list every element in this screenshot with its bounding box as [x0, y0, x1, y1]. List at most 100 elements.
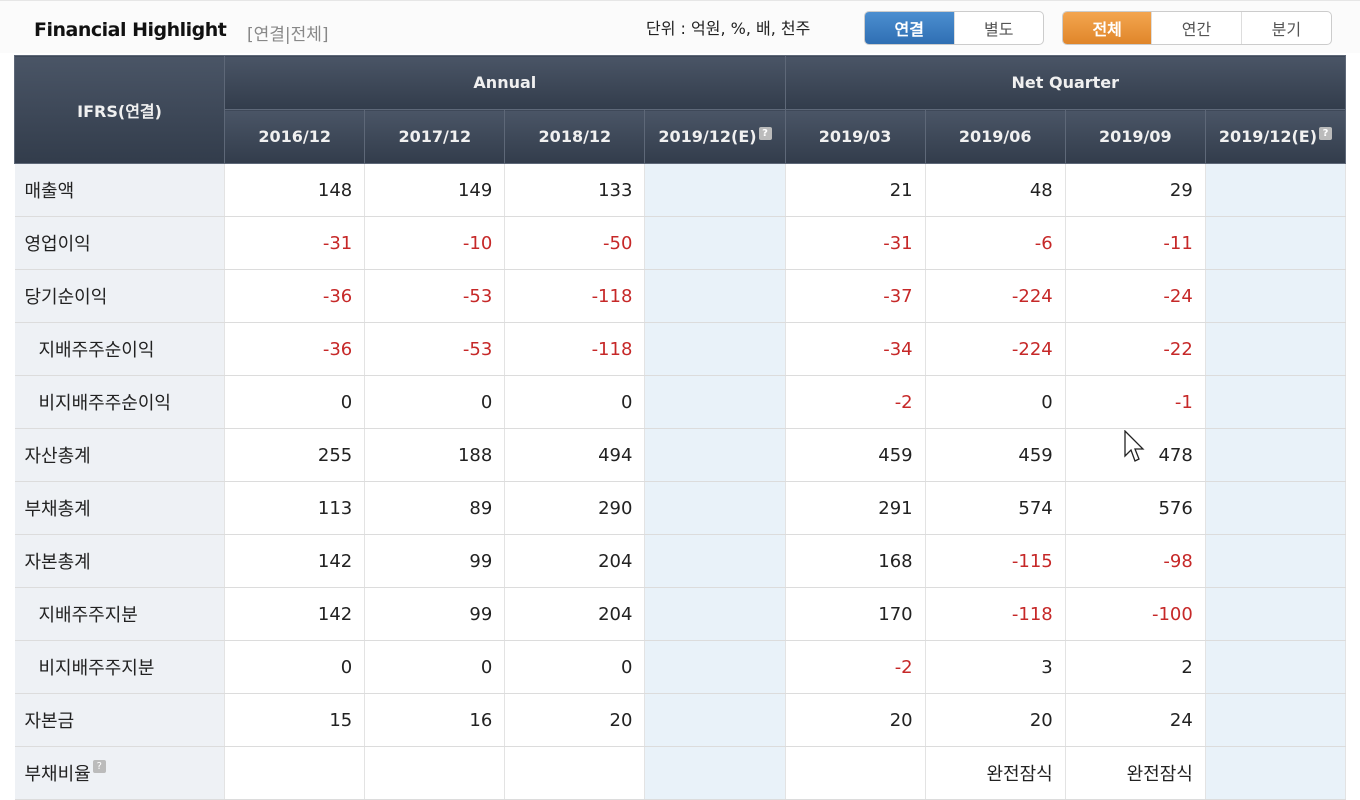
corner-header: IFRS(연결): [13, 55, 226, 164]
table-cell: 168: [785, 534, 926, 588]
annual-button[interactable]: 연간: [1151, 12, 1240, 44]
table-cell: 148: [224, 163, 366, 217]
table-cell: [644, 534, 786, 588]
group-header-annual: Annual: [224, 55, 786, 110]
table-cell: 459: [785, 428, 926, 482]
table-cell: [1205, 322, 1347, 376]
table-cell: 완전잠식: [925, 746, 1066, 800]
row-label-text: 자본총계: [24, 552, 91, 573]
row-label: 당기순이익: [14, 269, 226, 323]
table-cell: [644, 693, 786, 747]
column-header-label: 2019/12(E): [1218, 127, 1318, 146]
table-cell: 574: [925, 481, 1066, 535]
table-cell: [1205, 216, 1347, 270]
table-cell: -100: [1065, 587, 1206, 641]
section-header: Financial Highlight [연결|전체] 단위 : 억원, %, …: [0, 0, 1360, 53]
table-cell: -118: [504, 269, 646, 323]
group-header-quarter: Net Quarter: [784, 55, 1347, 110]
table-cell: 204: [504, 534, 646, 588]
row-label-text: 부채비율: [24, 764, 91, 785]
table-cell: [1205, 163, 1347, 217]
table-cell: [644, 322, 786, 376]
row-label: 지배주주지분: [14, 587, 226, 641]
period-toggle: 전체 연간 분기: [1062, 11, 1332, 45]
table-cell: 99: [364, 534, 506, 588]
table-cell: -6: [925, 216, 1066, 270]
table-cell: [644, 375, 786, 429]
table-cell: -1: [1065, 375, 1206, 429]
table-cell: -2: [785, 640, 926, 694]
table-row: 지배주주순이익 -36 -53 -118 -34 -224 -22: [14, 322, 1347, 376]
column-header: 2019/09: [1064, 109, 1206, 164]
table-cell: [1205, 375, 1347, 429]
help-icon[interactable]: ?: [758, 127, 772, 140]
help-icon[interactable]: ?: [92, 760, 106, 773]
table-cell: 20: [925, 693, 1066, 747]
section-subtitle: [연결|전체]: [247, 25, 329, 45]
consolidated-button[interactable]: 연결: [865, 12, 954, 44]
table-cell: 494: [504, 428, 646, 482]
row-label: 지배주주순이익: [14, 322, 226, 376]
row-label: 영업이익: [14, 216, 226, 270]
table-row: 자본총계 142 99 204 168 -115 -98: [14, 534, 1347, 588]
table-cell: 459: [925, 428, 1066, 482]
all-button[interactable]: 전체: [1063, 12, 1152, 44]
table-cell: [1205, 269, 1347, 323]
column-header: 2017/12: [364, 109, 506, 164]
table-cell: 0: [504, 640, 646, 694]
table-cell: -53: [364, 322, 506, 376]
table-cell: -224: [925, 322, 1066, 376]
table-cell: [644, 587, 786, 641]
table-cell: 576: [1065, 481, 1206, 535]
table-cell: [785, 746, 926, 800]
row-label: 부채총계: [14, 481, 226, 535]
table-cell: [1205, 640, 1347, 694]
row-label-text: 당기순이익: [24, 287, 108, 308]
table-row: 당기순이익 -36 -53 -118 -37 -224 -24: [14, 269, 1347, 323]
table-cell: -115: [925, 534, 1066, 588]
row-label: 매출액: [14, 163, 226, 217]
table-cell: 완전잠식: [1065, 746, 1206, 800]
table-cell: -10: [364, 216, 506, 270]
table-cell: 142: [224, 587, 366, 641]
mouse-cursor-icon: [1124, 430, 1145, 462]
column-header-label: 2019/09: [1098, 127, 1172, 146]
column-header-label: 2017/12: [398, 127, 472, 146]
row-label-text: 비지배주주순이익: [38, 393, 171, 414]
table-cell: 149: [364, 163, 506, 217]
row-label-text: 영업이익: [24, 234, 91, 255]
scope-toggle: 연결 별도: [864, 11, 1044, 45]
column-header: 2016/12: [224, 109, 366, 164]
table-cell: -36: [224, 322, 366, 376]
row-label-text: 자산총계: [24, 446, 91, 467]
column-header: 2018/12: [504, 109, 646, 164]
column-header-label: 2016/12: [258, 127, 331, 146]
table-cell: 142: [224, 534, 366, 588]
table-cell: 16: [364, 693, 506, 747]
table-row: 지배주주지분 142 99 204 170 -118 -100: [14, 587, 1347, 641]
table-cell: 204: [504, 587, 646, 641]
table-cell: [1205, 428, 1347, 482]
help-icon[interactable]: ?: [1319, 127, 1333, 140]
unit-label: 단위 : 억원, %, 배, 천주: [646, 19, 811, 38]
quarter-button[interactable]: 분기: [1240, 12, 1331, 44]
table-cell: [504, 746, 646, 800]
table-cell: -31: [785, 216, 926, 270]
table-cell: 170: [785, 587, 926, 641]
table-cell: 15: [224, 693, 366, 747]
row-label: 비지배주주지분: [14, 640, 226, 694]
table-row: 자산총계 255 188 494 459 459 478: [14, 428, 1347, 482]
separate-button[interactable]: 별도: [953, 12, 1044, 44]
table-cell: 99: [364, 587, 506, 641]
table-cell: 113: [224, 481, 366, 535]
row-label-text: 지배주주지분: [38, 605, 138, 626]
row-label-text: 비지배주주지분: [38, 658, 155, 679]
table-cell: -53: [364, 269, 506, 323]
table-cell: -118: [504, 322, 646, 376]
table-cell: 133: [504, 163, 646, 217]
table-cell: [1205, 587, 1347, 641]
table-cell: [644, 481, 786, 535]
table-cell: -34: [785, 322, 926, 376]
table-cell: -36: [224, 269, 366, 323]
table-cell: 0: [364, 640, 506, 694]
